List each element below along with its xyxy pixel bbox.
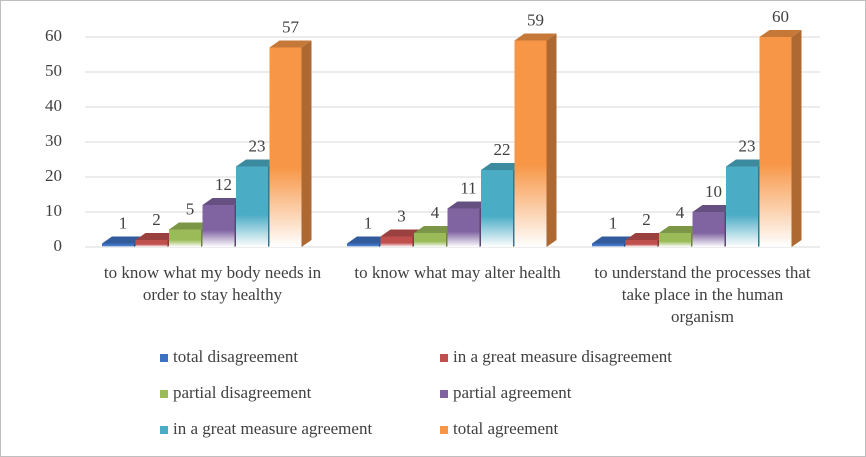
legend-label: total agreement [453, 419, 559, 438]
legend-label: total disagreement [173, 347, 298, 366]
bar-front [135, 240, 168, 247]
legend-marker [440, 390, 448, 398]
data-label: 2 [642, 210, 651, 229]
data-label: 1 [609, 213, 618, 232]
data-label: 4 [676, 203, 685, 222]
bar-front [759, 37, 792, 247]
bar-top [625, 233, 668, 240]
bar-side [301, 40, 312, 247]
bar-front [102, 243, 134, 247]
data-label: 57 [282, 17, 300, 36]
bar [759, 30, 802, 247]
legend-marker [160, 426, 168, 434]
legend-marker [440, 354, 448, 362]
bar-front [659, 233, 691, 247]
bar-front [625, 240, 658, 247]
bar-front [692, 212, 725, 247]
data-label: 3 [397, 206, 406, 225]
data-label: 4 [431, 203, 440, 222]
bar-top [202, 198, 245, 205]
data-label: 12 [215, 175, 232, 194]
bar-front [380, 236, 413, 247]
legend-marker [160, 390, 168, 398]
data-label: 11 [460, 178, 476, 197]
bar-front [269, 47, 302, 247]
bar-top [481, 163, 523, 170]
bar-top [236, 159, 278, 167]
data-label: 2 [152, 210, 161, 229]
data-label: 1 [119, 213, 128, 232]
data-label: 22 [494, 140, 511, 159]
bar-front [347, 243, 379, 247]
bar-top [659, 226, 701, 233]
legend-label: in a great measure disagreement [453, 347, 672, 366]
bar-top [692, 205, 735, 212]
bar-top [514, 33, 557, 41]
legend-label: partial disagreement [173, 383, 312, 402]
bar-front [202, 205, 235, 247]
bar-front [481, 170, 513, 247]
bar-top [447, 201, 490, 209]
data-label: 60 [772, 7, 789, 26]
x-tick-label: to know what my body needs in order to s… [103, 263, 322, 304]
bar-top [169, 222, 211, 230]
data-label: 23 [249, 136, 266, 155]
bar-top [592, 236, 634, 244]
y-tick-label: 10 [45, 201, 62, 220]
bar-side [791, 30, 802, 247]
bar [726, 159, 768, 247]
bar-top [414, 226, 456, 233]
bar-top [102, 236, 144, 244]
bar-top [380, 229, 423, 237]
bar-front [447, 208, 480, 247]
bar-front [169, 229, 201, 247]
legend-marker [160, 354, 168, 362]
bar-side [546, 33, 557, 247]
y-tick-label: 40 [45, 96, 62, 115]
bar-front [236, 166, 268, 247]
y-tick-label: 60 [45, 26, 62, 45]
x-tick-label: to understand the processes that take pl… [594, 263, 811, 326]
data-label: 59 [527, 10, 544, 29]
bar-front [514, 40, 547, 247]
data-label: 10 [705, 182, 722, 201]
y-tick-label: 30 [45, 131, 62, 150]
legend-label: partial agreement [453, 383, 572, 402]
y-tick-label: 20 [45, 166, 62, 185]
x-tick-label: to know what may alter health [354, 263, 561, 282]
bar-front [414, 233, 446, 247]
y-tick-label: 50 [45, 61, 62, 80]
data-label: 5 [186, 199, 195, 218]
bar-top [759, 30, 802, 37]
data-label: 1 [364, 213, 373, 232]
bar-top [347, 236, 389, 244]
data-label: 23 [739, 136, 756, 155]
legend-marker [440, 426, 448, 434]
legend-label: in a great measure agreement [173, 419, 372, 438]
bar-front [592, 243, 624, 247]
y-tick-label: 0 [54, 236, 63, 255]
bar-top [269, 40, 312, 48]
bar [269, 40, 312, 247]
bar-top [135, 233, 178, 240]
bar-front [726, 166, 758, 247]
bar [514, 33, 557, 247]
bar-top [726, 159, 768, 167]
